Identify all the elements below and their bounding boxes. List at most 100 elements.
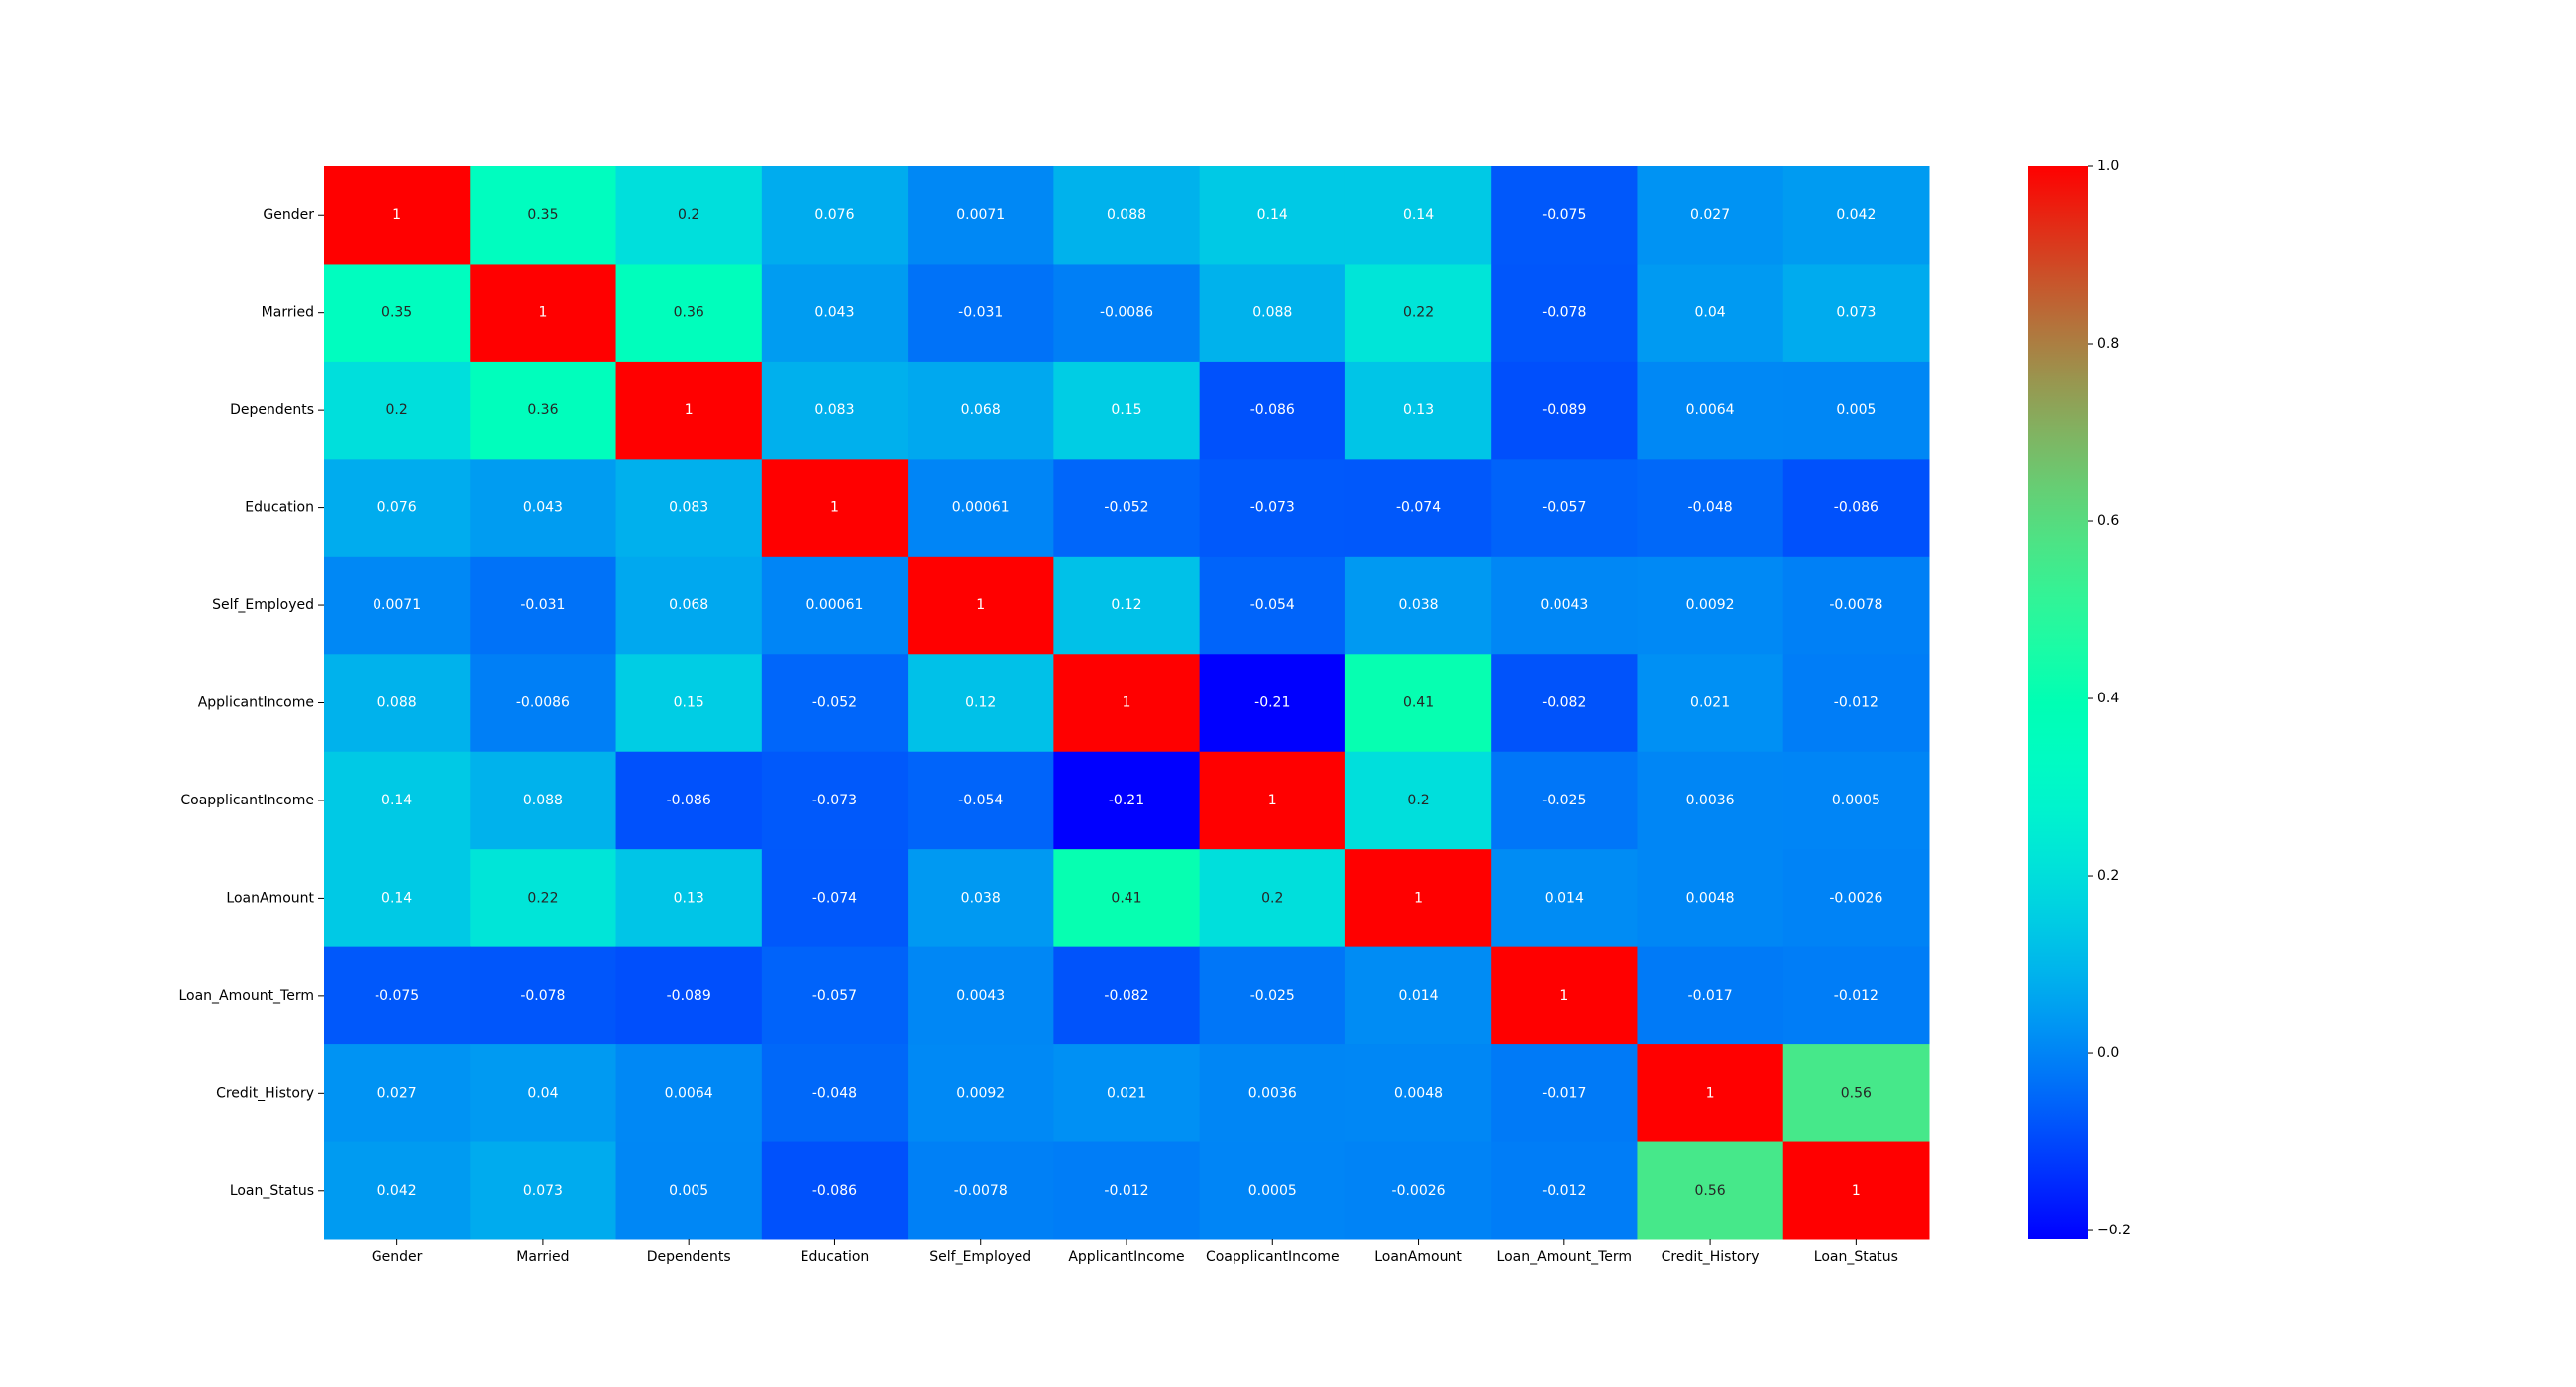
- cell-value-label: 0.00061: [952, 500, 1010, 516]
- heatmap-cell: [761, 459, 909, 558]
- colorbar: 1.0 0.8 0.6 0.4 0.2 0.0 −0.2: [2028, 159, 2131, 1239]
- cell-value-label: -0.012: [1104, 1183, 1148, 1199]
- cell-value-label: 1: [1706, 1085, 1715, 1101]
- x-axis-tick-label: Dependents: [647, 1249, 731, 1265]
- cell-value-label: 0.22: [527, 890, 558, 906]
- heatmap-cell: [1491, 1044, 1638, 1143]
- heatmap-cell: [908, 1044, 1054, 1143]
- heatmap-cell: [324, 751, 471, 850]
- heatmap-cell: [908, 1141, 1054, 1240]
- heatmap-cell: [1199, 849, 1346, 948]
- cell-value-label: 0.088: [377, 695, 417, 711]
- heatmap-cell: [470, 654, 617, 753]
- cell-value-label: 0.35: [381, 305, 412, 321]
- heatmap-cell: [470, 459, 617, 558]
- heatmap-cell: [1782, 654, 1930, 753]
- cell-value-label: 0.083: [669, 500, 708, 516]
- heatmap-cell: [908, 361, 1054, 460]
- x-axis-tick-label: Credit_History: [1662, 1249, 1760, 1265]
- cell-value-label: 0.068: [669, 597, 708, 613]
- heatmap-cell: [1053, 264, 1201, 363]
- heatmap-cell: [1199, 1044, 1346, 1143]
- cell-value-label: -0.031: [958, 305, 1003, 321]
- heatmap-cell: [615, 166, 763, 265]
- heatmap-cell: [615, 459, 763, 558]
- heatmap-cell: [1344, 751, 1492, 850]
- x-axis-tick-labels: Gender Married Dependents Education Self_Emp…: [372, 1239, 1898, 1265]
- cell-value-label: 0.2: [1407, 793, 1429, 808]
- heatmap-cell: [1199, 751, 1346, 850]
- heatmap-cell: [1344, 459, 1492, 558]
- heatmap-cell: [324, 361, 471, 460]
- cell-value-label: 0.41: [1403, 695, 1434, 711]
- cell-value-label: -0.074: [812, 890, 857, 906]
- cell-value-label: 0.042: [1836, 207, 1876, 223]
- heatmap-cell: [470, 361, 617, 460]
- heatmap-cell: [1491, 751, 1638, 850]
- heatmap-cell: [1199, 654, 1346, 753]
- heatmap-cell: [1782, 361, 1930, 460]
- cell-value-label: -0.086: [1250, 402, 1295, 418]
- heatmap-cell: [615, 361, 763, 460]
- heatmap-cell: [615, 751, 763, 850]
- heatmap-cell: [1053, 849, 1201, 948]
- cell-value-label: -0.075: [375, 988, 419, 1004]
- cell-value-label: 0.076: [814, 207, 854, 223]
- heatmap-cell: [615, 556, 763, 655]
- x-axis-tick-label: LoanAmount: [1374, 1249, 1462, 1265]
- cell-value-label: 0.043: [814, 305, 854, 321]
- cell-value-label: 0.36: [527, 402, 558, 418]
- heatmap-cell: [1637, 361, 1784, 460]
- cell-value-label: 0.00061: [806, 597, 864, 613]
- x-axis-tick-label: ApplicantIncome: [1068, 1249, 1184, 1265]
- colorbar-tick-label: 0.4: [2097, 691, 2119, 706]
- heatmap-cell: [1637, 1044, 1784, 1143]
- heatmap-cell: [1199, 264, 1346, 363]
- heatmap-cell: [761, 361, 909, 460]
- cell-value-label: 0.0005: [1832, 793, 1880, 808]
- heatmap-cell: [908, 166, 1054, 265]
- cell-value-label: 0.088: [1107, 207, 1146, 223]
- x-axis-tick-label: Self_Employed: [929, 1249, 1031, 1265]
- cell-value-label: 0.12: [1111, 597, 1141, 613]
- x-axis-tick-label: Married: [516, 1249, 569, 1265]
- cell-value-label: 1: [1852, 1183, 1861, 1199]
- cell-value-label: -0.052: [1104, 500, 1148, 516]
- heatmap-cell: [1782, 946, 1930, 1045]
- cell-value-label: 0.005: [1836, 402, 1876, 418]
- heatmap-cell: [908, 654, 1054, 753]
- cell-value-label: 0.083: [814, 402, 854, 418]
- heatmap-cell: [1053, 1141, 1201, 1240]
- heatmap-cell: [1053, 556, 1201, 655]
- heatmap-cell: [615, 849, 763, 948]
- heatmap-cell: [1053, 751, 1201, 850]
- cell-value-label: 0.073: [1836, 305, 1876, 321]
- cell-value-label: 0.0005: [1248, 1183, 1297, 1199]
- cell-value-label: -0.082: [1542, 695, 1586, 711]
- heatmap-cell: [761, 556, 909, 655]
- cell-value-label: -0.025: [1250, 988, 1295, 1004]
- cell-value-label: 0.0064: [665, 1085, 713, 1101]
- cell-value-label: -0.0078: [1829, 597, 1882, 613]
- heatmap-cell: [1782, 1044, 1930, 1143]
- heatmap-cell: [470, 166, 617, 265]
- cell-value-label: 0.068: [961, 402, 1001, 418]
- cell-value-label: 0.038: [961, 890, 1001, 906]
- heatmap-cell: [1491, 166, 1638, 265]
- cell-value-label: -0.057: [1542, 500, 1586, 516]
- heatmap-cell: [470, 1141, 617, 1240]
- cell-value-label: 0.12: [965, 695, 996, 711]
- heatmap-cell: [908, 556, 1054, 655]
- heatmap-cell: [1199, 946, 1346, 1045]
- cell-value-label: -0.052: [812, 695, 857, 711]
- cell-value-label: 0.021: [1107, 1085, 1146, 1101]
- cell-value-label: 0.0092: [956, 1085, 1005, 1101]
- cell-value-label: 0.014: [1398, 988, 1438, 1004]
- cell-value-label: 0.2: [1261, 890, 1283, 906]
- cell-value-label: -0.031: [520, 597, 565, 613]
- heatmap-cell: [761, 264, 909, 363]
- colorbar-tick-label: 0.8: [2097, 336, 2119, 352]
- heatmap-cell: [1782, 264, 1930, 363]
- cell-value-label: 1: [1414, 890, 1423, 906]
- x-axis-tick-label: Gender: [372, 1249, 423, 1265]
